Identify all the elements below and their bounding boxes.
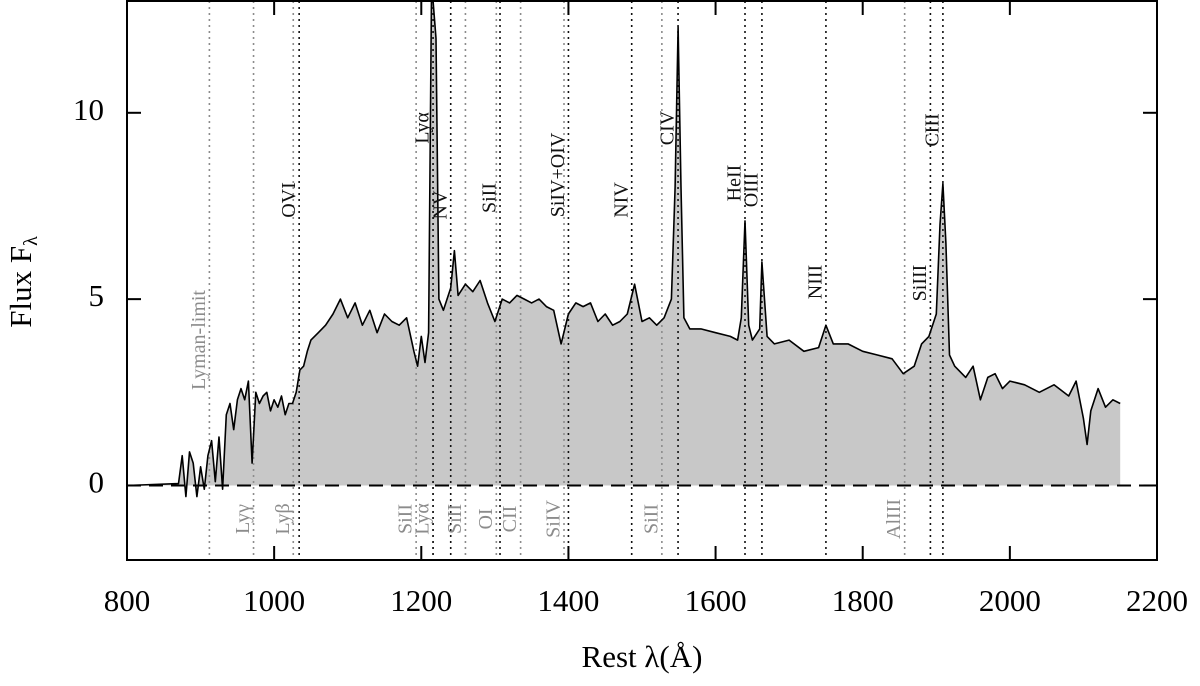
spectrum-fill	[127, 1, 1121, 497]
line-label: OI	[475, 508, 497, 529]
x-tick-label: 1000	[243, 583, 305, 618]
line-label: CII	[499, 506, 521, 533]
x-tick-label: 1200	[390, 583, 452, 618]
y-tick-label: 5	[89, 278, 105, 313]
plot-area	[127, 1, 1157, 560]
x-tick-label: 2000	[979, 583, 1041, 618]
line-label: SiII	[395, 504, 417, 534]
x-tick-label: 1800	[832, 583, 894, 618]
spectrum-line	[127, 1, 1121, 498]
line-label: HeII	[724, 165, 746, 202]
x-tick-label: 1600	[685, 583, 747, 618]
line-label: OVI	[278, 182, 300, 218]
plot-frame	[126, 0, 1158, 561]
line-label: SiII	[444, 504, 466, 534]
y-axis-label-main: Flux F	[3, 246, 38, 328]
line-label: SiII	[640, 504, 662, 534]
y-tick-label: 0	[89, 465, 105, 500]
x-tick-label: 2200	[1126, 583, 1188, 618]
x-tick-label: 1400	[537, 583, 599, 618]
y-axis-label: Flux Fλ	[3, 236, 41, 328]
line-label: OIII	[741, 173, 763, 207]
line-label: Lyα	[412, 503, 434, 535]
line-label: Lyβ	[272, 503, 294, 534]
line-label: NIV	[610, 182, 632, 218]
y-tick-label: 10	[73, 92, 104, 127]
line-label: CIII	[922, 113, 944, 146]
line-label: SiIV	[543, 500, 565, 538]
line-label: SiIV+OIV	[547, 132, 569, 217]
line-label: SiIII	[909, 265, 931, 302]
line-label: SiII	[479, 183, 501, 213]
line-label: Lyman-limit	[188, 290, 210, 390]
line-label: NV	[429, 190, 451, 219]
line-label: CIV	[657, 110, 679, 145]
x-axis-label: Rest λ(Å)	[582, 639, 703, 674]
y-axis-label-sub: λ	[20, 236, 42, 246]
line-label: Lyα	[412, 112, 434, 144]
line-label: NIII	[805, 265, 827, 299]
line-label: Lyγ	[232, 504, 254, 534]
x-tick-label: 800	[104, 583, 151, 618]
line-label: AlIII	[883, 499, 905, 539]
